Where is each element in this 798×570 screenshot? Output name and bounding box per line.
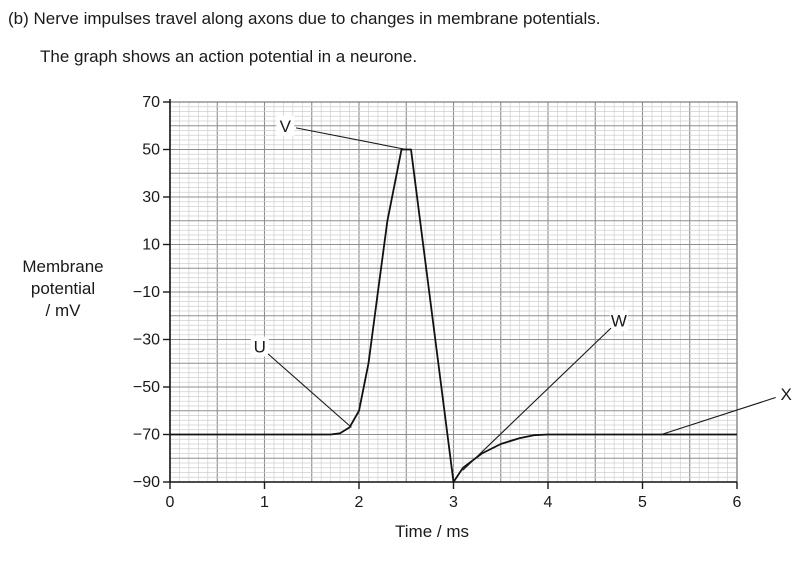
annotation-label-bg <box>777 384 796 405</box>
annotation-leader-line <box>295 127 407 151</box>
x-tick-label: 0 <box>166 494 175 511</box>
annotation-leader-line <box>661 396 776 436</box>
y-tick-label: −70 <box>133 427 160 444</box>
y-tick-label: 70 <box>142 94 160 111</box>
y-axis-label-line: Membrane <box>22 257 104 276</box>
question-line-1: (b) Nerve impulses travel along axons du… <box>8 9 601 29</box>
annotation-leader-line <box>267 353 352 428</box>
y-tick-label: 30 <box>142 189 160 206</box>
x-tick-label: 5 <box>638 494 647 511</box>
annotation-label-bg <box>250 336 269 357</box>
x-tick-label: 1 <box>260 494 269 511</box>
annotation-label: V <box>280 117 292 136</box>
annotation-label: X <box>780 385 791 404</box>
y-tick-label: −10 <box>133 284 160 301</box>
question-line-2: The graph shows an action potential in a… <box>40 47 418 66</box>
y-tick-label: 10 <box>142 237 160 254</box>
y-axis-label-line: potential <box>30 279 96 298</box>
series-layer <box>170 148 737 483</box>
y-tick-label: −30 <box>133 332 160 349</box>
annotation-label: W <box>611 312 627 331</box>
y-tick-label: 50 <box>142 142 160 159</box>
x-tick-label: 3 <box>449 494 458 511</box>
question-text: Nerve impulses travel along axons due to… <box>33 9 601 28</box>
y-axis-label: Membrane potential / mV <box>10 256 116 322</box>
y-tick-label: −50 <box>133 379 160 396</box>
x-tick-label: 2 <box>355 494 364 511</box>
annotation-leader-line <box>462 327 612 471</box>
question-part: (b) <box>8 9 29 28</box>
grid <box>169 101 738 483</box>
annotation-label: U <box>254 338 266 357</box>
x-axis-label: Time / ms <box>395 522 469 541</box>
annotation-layer: U V W X <box>250 115 796 471</box>
annotation-label-bg <box>276 115 295 136</box>
action-potential-line <box>170 148 737 483</box>
y-axis-label-line: / mV <box>45 301 81 320</box>
x-tick-label: 4 <box>544 494 553 511</box>
annotation-label-bg <box>609 310 628 331</box>
x-tick-label: 6 <box>733 494 742 511</box>
y-tick-label: −90 <box>133 474 160 491</box>
